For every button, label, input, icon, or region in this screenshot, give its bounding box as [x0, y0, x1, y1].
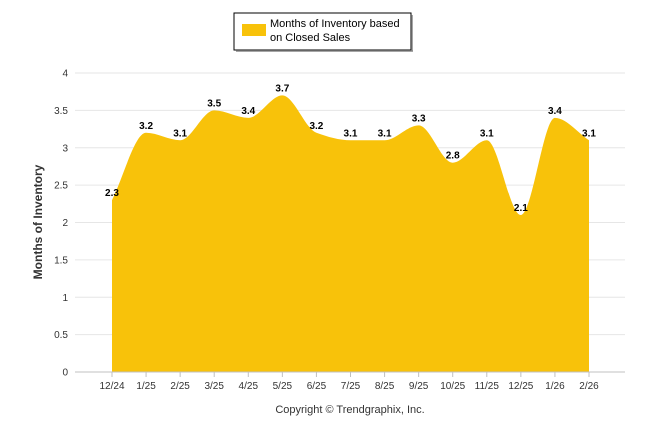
y-axis-ticks: 0 0.5 1 1.5 2 2.5 3 3.5 4: [54, 69, 68, 379]
data-labels: 2.3 3.2 3.1 3.5 3.4 3.7 3.2 3.1 3.1 3.3 2.8 3.1 2.1 3…: [105, 83, 596, 214]
y-axis-title: Months of Inventory: [31, 164, 45, 279]
series-area-group: [112, 95, 589, 373]
x-tick-label: 2/25: [170, 381, 190, 392]
y-tick-label: 2.5: [54, 181, 68, 192]
x-tick-label: 9/25: [409, 381, 429, 392]
legend-label-line-1: Months of Inventory based: [270, 18, 400, 30]
data-label: 3.5: [207, 98, 221, 109]
y-tick-label: 1.5: [54, 255, 68, 266]
legend-label-line-2: on Closed Sales: [270, 32, 351, 44]
data-label: 3.1: [344, 128, 358, 139]
x-tick-label: 11/25: [475, 381, 500, 392]
x-tick-label: 12/25: [508, 381, 533, 392]
copyright-footer: Copyright © Trendgraphix, Inc.: [275, 404, 424, 416]
y-tick-label: 3: [62, 143, 68, 154]
data-label: 3.1: [480, 128, 494, 139]
y-tick-label: 3.5: [54, 106, 68, 117]
data-label: 3.4: [548, 106, 562, 117]
y-tick-label: 0: [62, 368, 68, 379]
data-label: 3.2: [309, 121, 323, 132]
x-tick-label: 4/25: [239, 381, 259, 392]
x-axis-ticks: 12/24 1/25 2/25 3/25 4/25 5/25 6/25 7/25 8/25 9/2…: [99, 372, 599, 392]
y-tick-label: 0.5: [54, 330, 68, 341]
data-label: 3.4: [241, 106, 255, 117]
x-tick-label: 1/26: [545, 381, 565, 392]
data-label: 3.2: [139, 121, 153, 132]
x-tick-label: 8/25: [375, 381, 395, 392]
data-label: 2.3: [105, 188, 119, 199]
data-label: 3.1: [173, 128, 187, 139]
x-tick-label: 3/25: [204, 381, 224, 392]
x-tick-label: 6/25: [307, 381, 327, 392]
x-tick-label: 1/25: [136, 381, 156, 392]
legend-swatch: [242, 24, 266, 36]
data-label: 3.1: [378, 128, 392, 139]
x-tick-label: 7/25: [341, 381, 361, 392]
data-label: 3.1: [582, 128, 596, 139]
x-tick-label: 2/26: [579, 381, 599, 392]
series-area[interactable]: [112, 95, 589, 373]
data-label: 3.3: [412, 113, 426, 124]
legend[interactable]: Months of Inventory based on Closed Sale…: [233, 12, 413, 52]
data-label: 2.1: [514, 203, 528, 214]
y-tick-label: 2: [62, 218, 68, 229]
y-tick-label: 1: [62, 293, 68, 304]
x-tick-label: 10/25: [440, 381, 465, 392]
x-tick-label: 12/24: [99, 381, 124, 392]
data-label: 2.8: [446, 151, 460, 162]
y-tick-label: 4: [62, 69, 68, 80]
x-tick-label: 5/25: [273, 381, 293, 392]
data-label: 3.7: [275, 83, 289, 94]
